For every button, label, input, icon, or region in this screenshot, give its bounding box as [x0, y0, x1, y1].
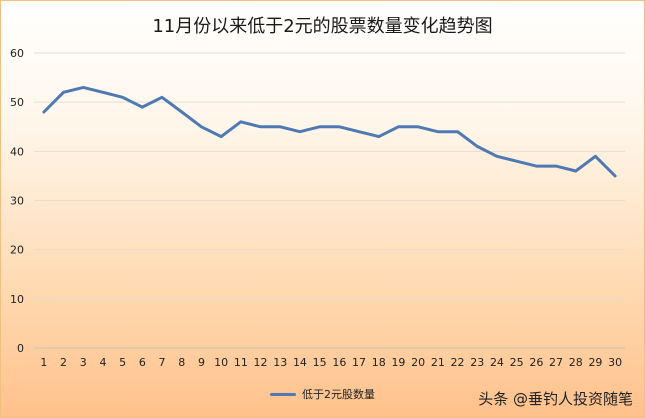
x-tick-label: 20: [411, 356, 425, 369]
x-tick-label: 5: [119, 356, 126, 369]
y-tick-label: 20: [10, 244, 24, 257]
x-tick-label: 3: [80, 356, 87, 369]
x-tick-label: 12: [254, 356, 268, 369]
y-tick-label: 60: [10, 47, 24, 60]
x-tick-label: 13: [273, 356, 287, 369]
x-tick-label: 29: [588, 356, 602, 369]
x-tick-label: 23: [470, 356, 484, 369]
x-tick-label: 17: [352, 356, 366, 369]
x-tick-label: 7: [159, 356, 166, 369]
x-tick-label: 30: [608, 356, 622, 369]
series-line: [42, 85, 617, 178]
x-tick-label: 9: [198, 356, 205, 369]
x-tick-label: 10: [214, 356, 228, 369]
x-tick-label: 19: [391, 356, 405, 369]
x-tick-label: 26: [529, 356, 543, 369]
x-tick-label: 14: [293, 356, 307, 369]
x-tick-label: 6: [139, 356, 146, 369]
x-tick-label: 2: [60, 356, 67, 369]
y-tick-label: 10: [10, 293, 24, 306]
legend: 低于2元股数量: [270, 386, 375, 402]
x-tick-label: 4: [99, 356, 106, 369]
y-tick-label: 40: [10, 145, 24, 158]
x-tick-label: 11: [234, 356, 248, 369]
x-tick-label: 1: [40, 356, 47, 369]
legend-label: 低于2元股数量: [302, 388, 375, 401]
x-tick-label: 27: [549, 356, 563, 369]
x-tick-label: 15: [313, 356, 327, 369]
y-tick-label: 50: [10, 96, 24, 109]
x-tick-label: 28: [569, 356, 583, 369]
legend-swatch: [270, 392, 296, 396]
watermark: 头条 @垂钓人投资随笔: [478, 390, 633, 408]
x-tick-label: 16: [332, 356, 346, 369]
x-tick-label: 22: [451, 356, 465, 369]
x-tick-label: 8: [178, 356, 185, 369]
y-tick-label: 30: [10, 195, 24, 208]
y-tick-label: 0: [17, 342, 24, 355]
chart-title: 11月份以来低于2元的股票数量变化趋势图: [152, 16, 493, 37]
x-tick-label: 24: [490, 356, 504, 369]
x-tick-label: 18: [372, 356, 386, 369]
x-tick-label: 25: [510, 356, 524, 369]
x-tick-label: 21: [431, 356, 445, 369]
